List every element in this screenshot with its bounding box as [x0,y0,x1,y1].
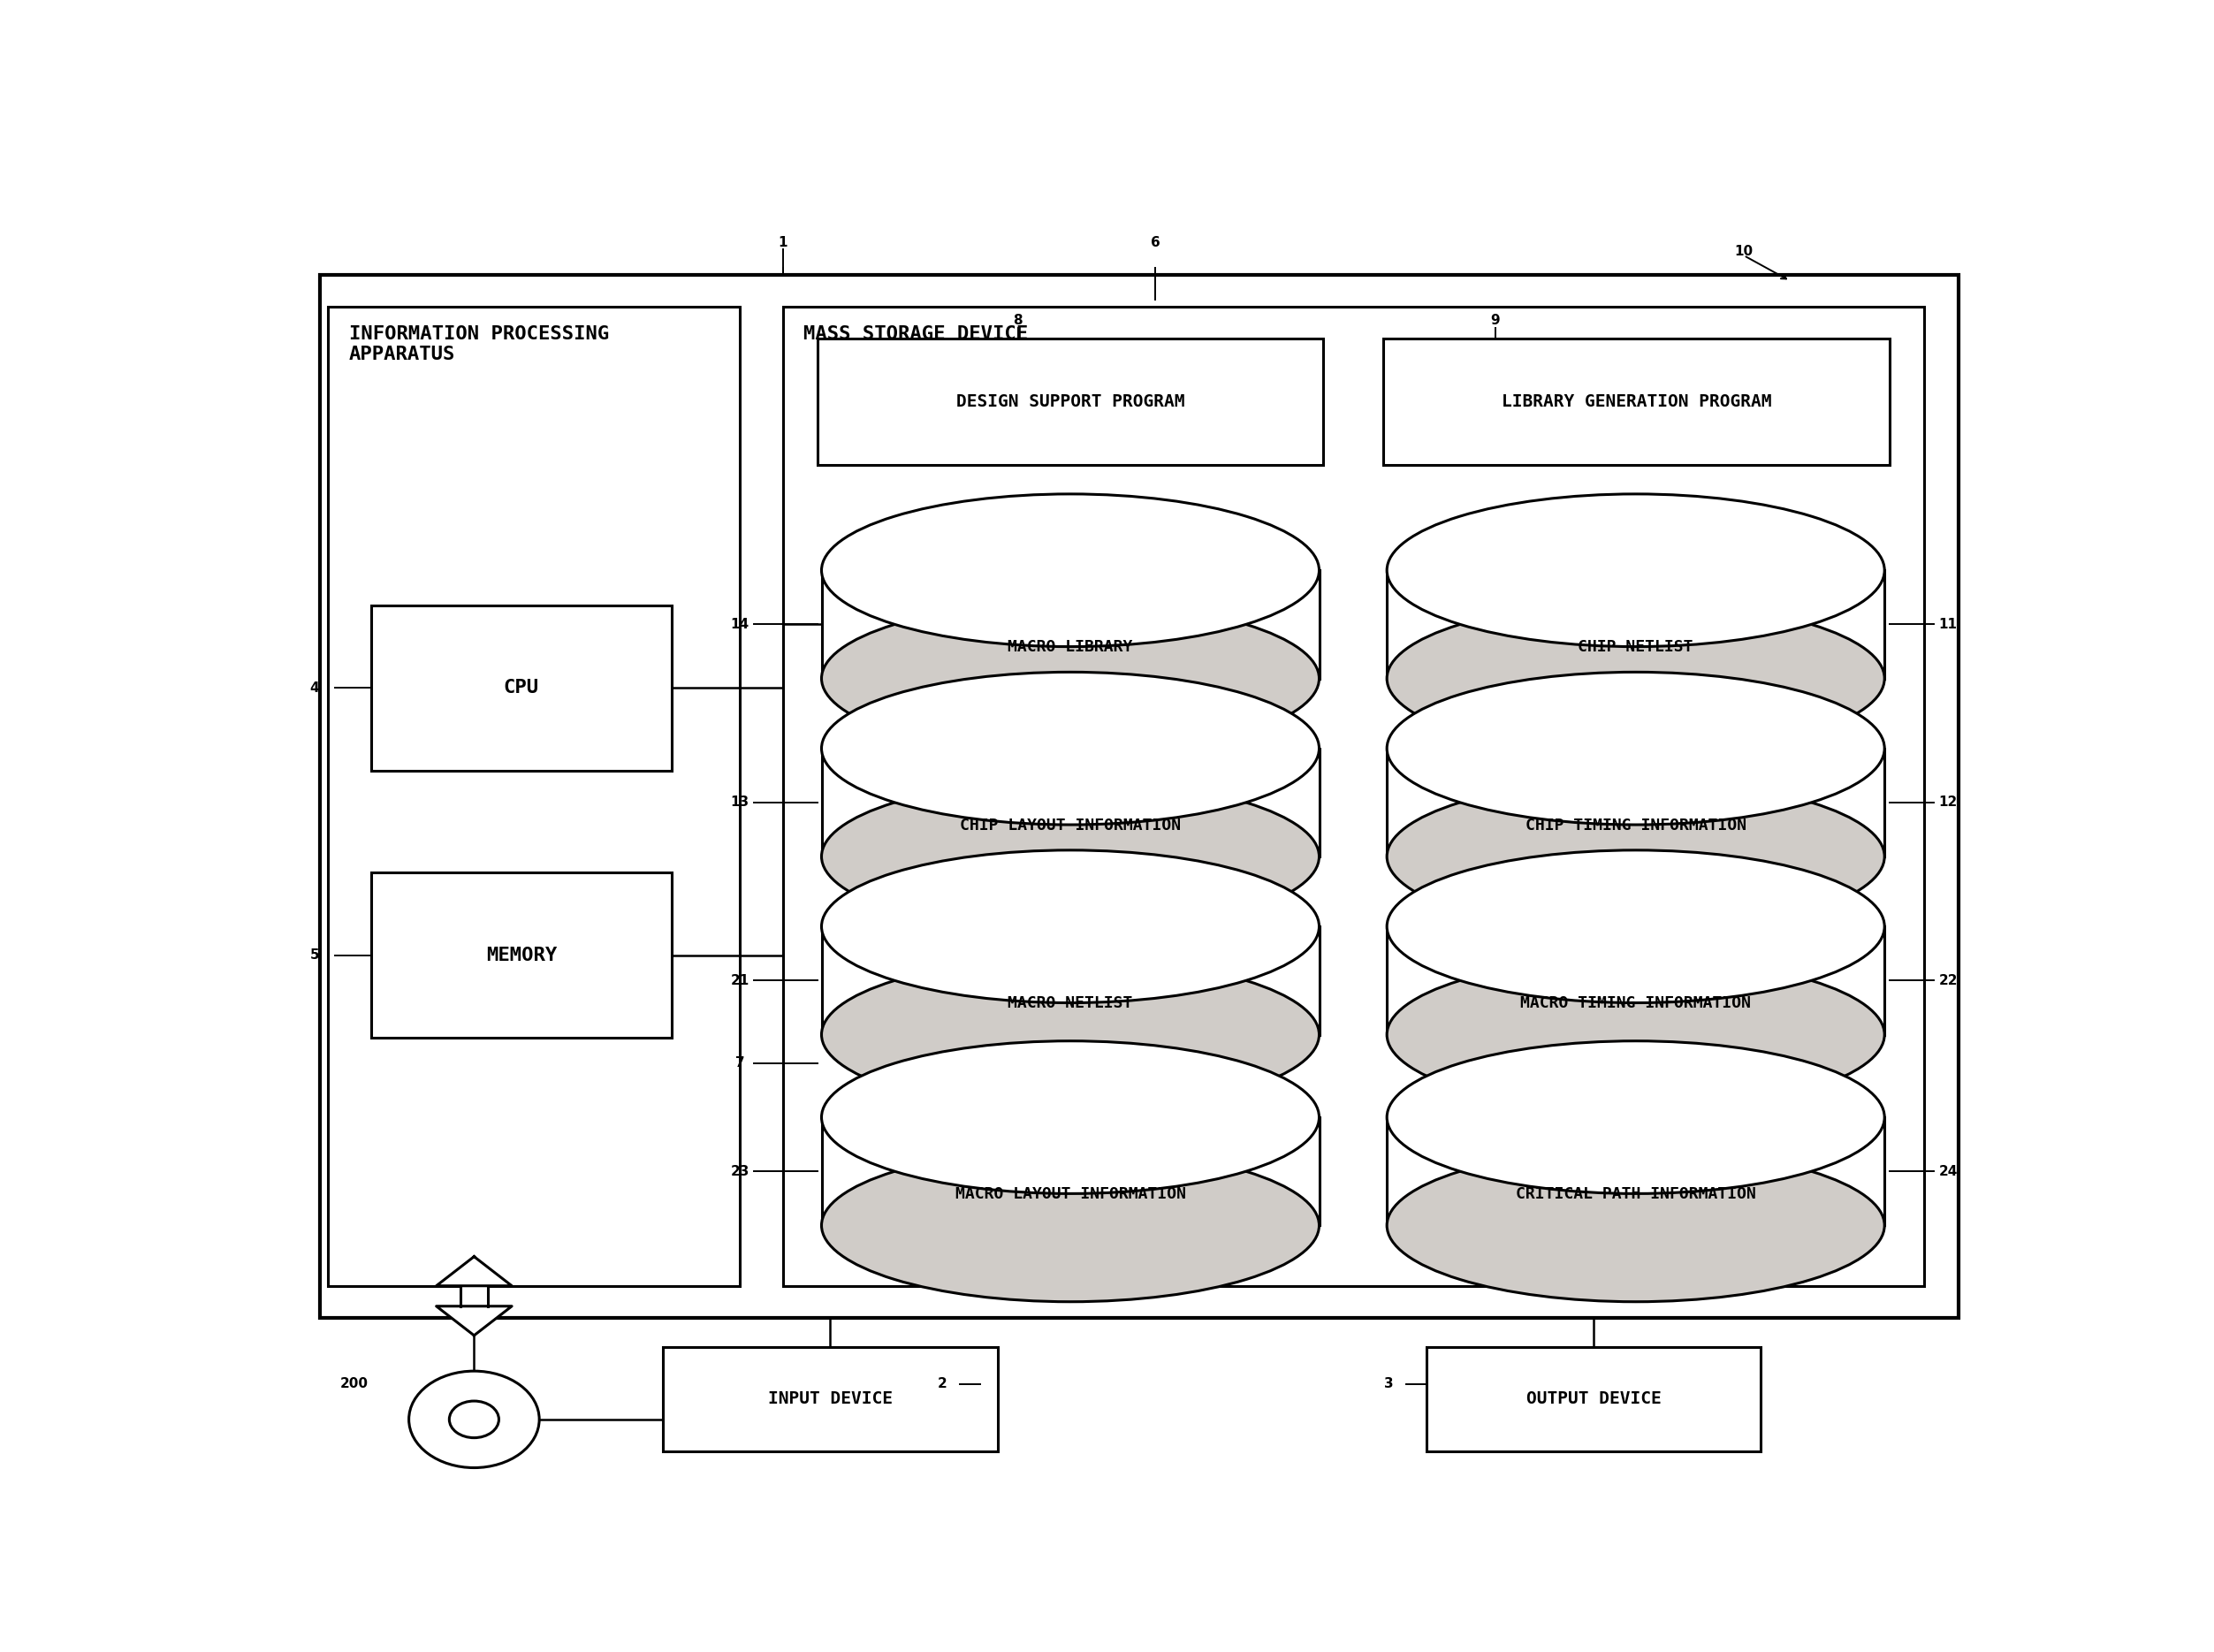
Bar [372,872,671,1037]
Text: 9: 9 [1490,314,1499,327]
Bar [1386,927,1884,1034]
Text: 14: 14 [731,618,748,631]
Text: 4: 4 [310,681,319,694]
Polygon shape [436,1257,511,1285]
Bar [1384,339,1889,466]
Text: 21: 21 [731,975,748,988]
Text: 13: 13 [731,796,748,809]
Ellipse shape [1386,1150,1884,1302]
Ellipse shape [1386,851,1884,1003]
Bar [821,570,1320,679]
Ellipse shape [1386,1041,1884,1194]
Text: MACRO NETLIST: MACRO NETLIST [1007,996,1134,1011]
Bar [1386,1117,1884,1226]
Ellipse shape [821,672,1320,824]
Bar [821,748,1320,856]
Text: INPUT DEVICE: INPUT DEVICE [768,1391,892,1408]
Text: LIBRARY GENERATION PROGRAM: LIBRARY GENERATION PROGRAM [1501,393,1771,410]
Text: INFORMATION PROCESSING
APPARATUS: INFORMATION PROCESSING APPARATUS [350,325,609,363]
Ellipse shape [1386,601,1884,755]
Text: 1: 1 [779,236,788,249]
Bar [328,306,739,1285]
Text: 24: 24 [1939,1165,1957,1178]
Bar [662,1346,996,1450]
Ellipse shape [821,494,1320,646]
Ellipse shape [1386,494,1884,646]
Bar [821,1117,1320,1226]
Text: CHIP NETLIST: CHIP NETLIST [1579,639,1694,656]
Text: 6: 6 [1151,236,1160,249]
Text: OUTPUT DEVICE: OUTPUT DEVICE [1525,1391,1660,1408]
Bar [319,274,1957,1318]
Text: 200: 200 [339,1378,368,1391]
Bar [372,605,671,770]
Ellipse shape [821,780,1320,933]
Text: MACRO LAYOUT INFORMATION: MACRO LAYOUT INFORMATION [954,1186,1187,1203]
Ellipse shape [821,851,1320,1003]
Text: 2: 2 [939,1378,948,1391]
Bar [1386,570,1884,679]
Text: 10: 10 [1734,244,1753,258]
Polygon shape [436,1307,511,1335]
Text: MEMORY: MEMORY [485,947,556,965]
Bar [817,339,1324,466]
Bar [821,927,1320,1034]
Text: CRITICAL PATH INFORMATION: CRITICAL PATH INFORMATION [1517,1186,1756,1203]
Text: 3: 3 [1384,1378,1393,1391]
Text: 5: 5 [310,948,319,961]
Bar [1386,748,1884,856]
Text: CHIP TIMING INFORMATION: CHIP TIMING INFORMATION [1525,818,1747,833]
Polygon shape [461,1285,487,1307]
Text: CHIP LAYOUT INFORMATION: CHIP LAYOUT INFORMATION [961,818,1180,833]
Circle shape [449,1401,498,1437]
Text: 8: 8 [1014,314,1023,327]
Bar [1426,1346,1760,1450]
Ellipse shape [821,1150,1320,1302]
Ellipse shape [1386,672,1884,824]
Text: 11: 11 [1939,618,1957,631]
Text: 22: 22 [1939,975,1957,988]
Text: MASS STORAGE DEVICE: MASS STORAGE DEVICE [804,325,1027,344]
Text: MACRO TIMING INFORMATION: MACRO TIMING INFORMATION [1521,996,1751,1011]
Text: MACRO LIBRARY: MACRO LIBRARY [1007,639,1134,656]
Ellipse shape [1386,780,1884,933]
Ellipse shape [821,958,1320,1110]
Ellipse shape [1386,958,1884,1110]
Ellipse shape [821,601,1320,755]
Bar [784,306,1924,1285]
Circle shape [410,1371,540,1467]
Ellipse shape [821,1041,1320,1194]
Text: 23: 23 [731,1165,751,1178]
Text: 12: 12 [1939,796,1957,809]
Text: 7: 7 [735,1057,744,1070]
Text: CPU: CPU [503,679,538,697]
Text: DESIGN SUPPORT PROGRAM: DESIGN SUPPORT PROGRAM [956,393,1184,410]
